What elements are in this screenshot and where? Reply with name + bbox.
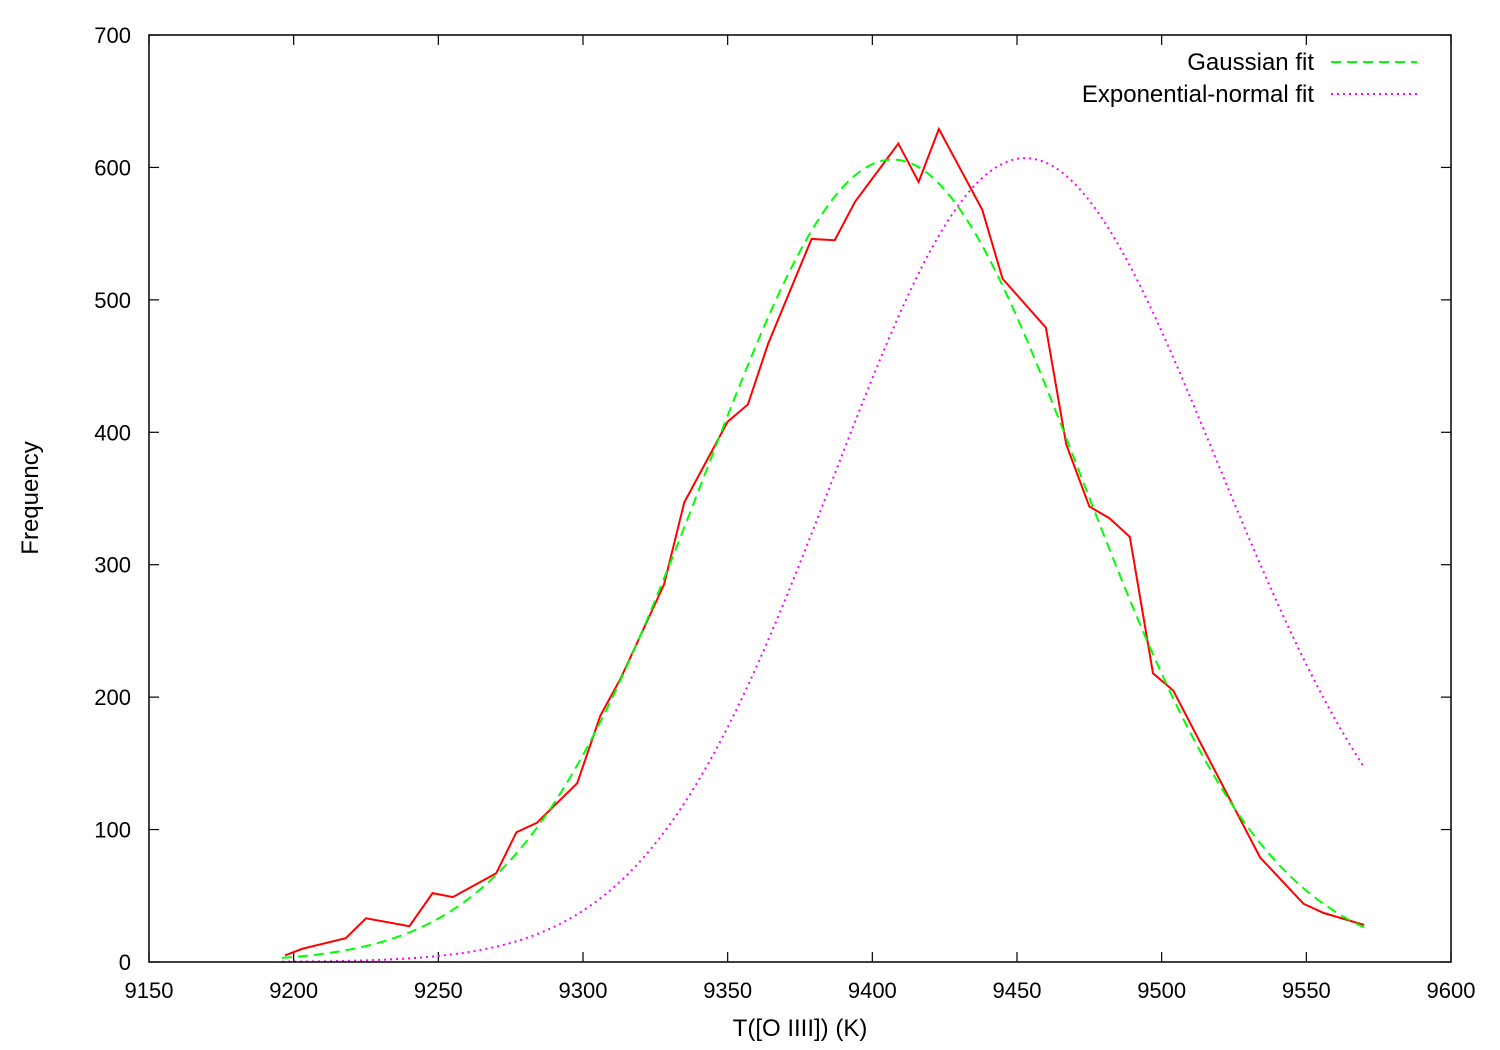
y-tick-label: 500	[94, 288, 131, 313]
x-tick-label: 9550	[1282, 978, 1331, 1003]
y-tick-label: 200	[94, 685, 131, 710]
series-group	[282, 126, 1366, 963]
y-tick-label: 700	[94, 23, 131, 48]
x-axis-title: T([O IIII]) (K)	[733, 1015, 868, 1042]
x-tick-label: 9350	[703, 978, 752, 1003]
x-tick-label: 9400	[848, 978, 897, 1003]
legend: Gaussian fit Exponential-normal fit	[1082, 49, 1417, 108]
axis-group: 9150 9200 9250 9300 9350 9400 9450 9500 9550 9600…	[94, 23, 1475, 1003]
y-tick-label: 300	[94, 553, 131, 578]
y-tick-label: 400	[94, 420, 131, 445]
x-tick-label: 9600	[1427, 978, 1476, 1003]
x-tick-label: 9500	[1137, 978, 1186, 1003]
x-tick-label: 9300	[559, 978, 608, 1003]
y-axis-title: Frequency	[17, 441, 44, 554]
x-tick-label: 9250	[414, 978, 463, 1003]
y-tick-label: 0	[119, 950, 131, 975]
series-line-0	[284, 126, 1365, 957]
y-tick-label: 100	[94, 818, 131, 843]
y-tick-label: 600	[94, 155, 131, 180]
series-line-2	[282, 157, 1366, 963]
x-tick-label: 9200	[269, 978, 318, 1003]
plot-frame	[148, 34, 1452, 963]
legend-label: Gaussian fit	[1187, 49, 1314, 76]
series-line-1	[282, 158, 1365, 959]
x-tick-label: 9450	[993, 978, 1042, 1003]
x-tick-label: 9150	[125, 978, 174, 1003]
legend-label: Exponential-normal fit	[1082, 81, 1314, 108]
